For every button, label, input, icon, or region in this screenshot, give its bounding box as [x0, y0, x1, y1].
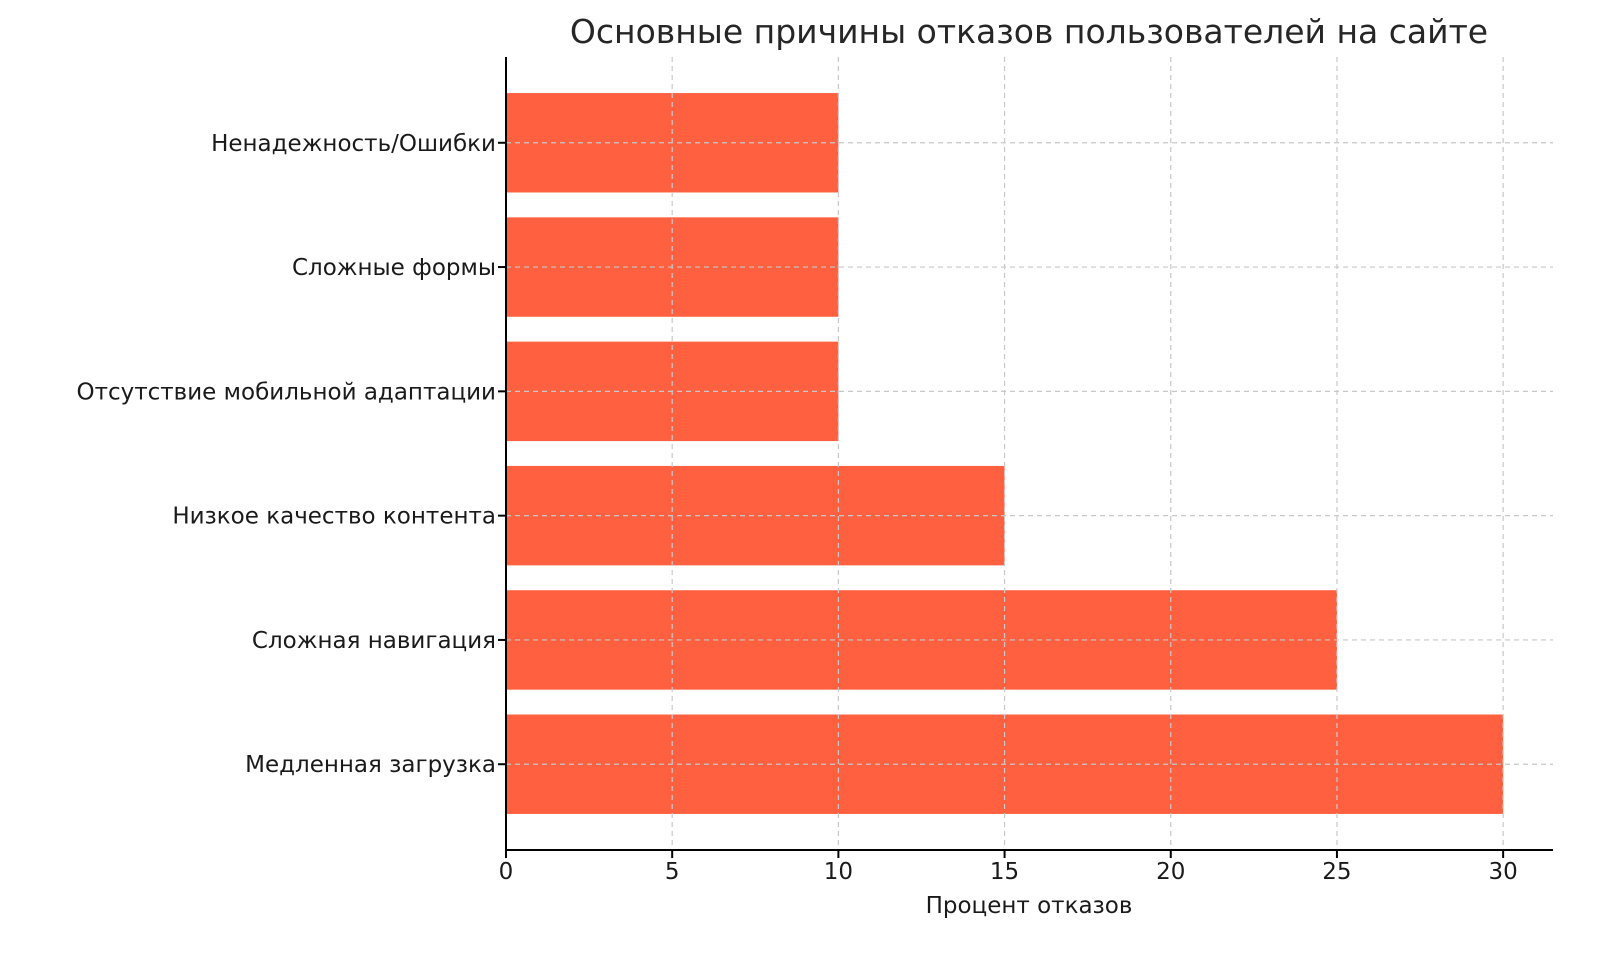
- y-ticks: Медленная загрузка Сложная навигация Низко…: [76, 131, 506, 778]
- y-tick-label: Отсутствие мобильной адаптации: [76, 379, 496, 405]
- x-ticks: 0 5 10 15 20 25 30: [499, 850, 1518, 885]
- y-tick-label: Сложная навигация: [252, 628, 496, 654]
- x-tick-label: 15: [990, 859, 1019, 885]
- y-tick-label: Медленная загрузка: [245, 752, 496, 778]
- x-tick-label: 30: [1489, 859, 1518, 885]
- chart-title: Основные причины отказов пользователей н…: [570, 12, 1488, 51]
- y-tick-label: Низкое качество контента: [172, 504, 496, 530]
- grid: [505, 57, 1553, 850]
- x-tick-label: 10: [824, 859, 853, 885]
- y-tick-label: Сложные формы: [292, 255, 496, 281]
- axes: [505, 57, 1553, 851]
- x-tick-label: 20: [1156, 859, 1185, 885]
- x-tick-label: 5: [665, 859, 680, 885]
- x-axis-label: Процент отказов: [926, 893, 1133, 919]
- x-tick-label: 25: [1322, 859, 1351, 885]
- y-tick-label: Ненадежность/Ошибки: [211, 131, 496, 157]
- x-tick-label: 0: [499, 859, 514, 885]
